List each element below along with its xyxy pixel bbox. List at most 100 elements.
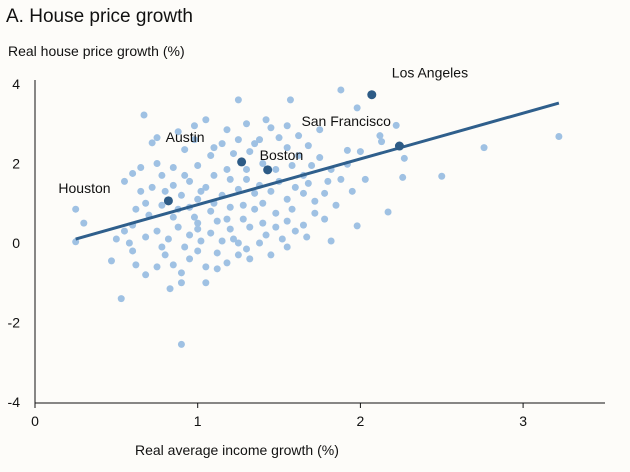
data-point (161, 187, 169, 195)
data-point (243, 245, 251, 253)
data-point (337, 86, 345, 94)
data-point (288, 205, 296, 213)
data-point (164, 235, 172, 243)
data-point (223, 165, 231, 173)
data-point (72, 205, 80, 213)
data-point (210, 171, 218, 179)
point-label: Boston (260, 147, 304, 163)
data-point (112, 235, 120, 243)
data-point (251, 205, 259, 213)
data-point (158, 201, 166, 209)
data-point (202, 279, 210, 287)
data-point (153, 160, 161, 167)
data-point (337, 175, 345, 183)
data-point (376, 132, 384, 140)
point-label: Austin (166, 129, 205, 145)
data-point (283, 217, 291, 225)
data-point (202, 263, 210, 271)
data-point (480, 144, 488, 152)
data-point (158, 243, 166, 251)
data-point (259, 219, 267, 227)
data-point (234, 239, 242, 247)
data-point (316, 154, 324, 162)
data-point (202, 183, 210, 191)
data-point (218, 140, 226, 148)
data-point (132, 205, 140, 213)
data-point (399, 173, 407, 181)
data-point (243, 120, 251, 128)
data-point (169, 181, 177, 189)
data-point (295, 132, 303, 140)
data-point (267, 251, 275, 259)
data-point (234, 251, 242, 259)
y-tick-label: 4 (12, 76, 20, 92)
x-tick-label: 2 (357, 413, 365, 429)
data-point (267, 124, 275, 132)
data-point (243, 175, 251, 183)
y-axis-label: Real house price growth (%) (8, 43, 185, 59)
y-tick-label: 2 (12, 156, 20, 172)
data-point (299, 221, 307, 229)
x-tick-label: 0 (31, 413, 39, 429)
data-point (137, 163, 145, 171)
data-point (186, 231, 194, 239)
data-point (299, 189, 307, 197)
data-point (129, 247, 137, 255)
chart-title: A. House price growth (6, 6, 193, 27)
data-point (283, 144, 291, 152)
data-point (262, 231, 270, 239)
data-point (177, 191, 185, 199)
data-point (129, 169, 137, 177)
data-point (243, 165, 251, 173)
data-point (120, 227, 128, 235)
data-point (132, 261, 140, 269)
data-point (348, 187, 356, 195)
data-point (321, 189, 329, 197)
data-point (295, 152, 303, 160)
data-point (194, 225, 202, 233)
data-point (181, 243, 189, 251)
data-point (210, 144, 218, 152)
data-point (223, 215, 231, 223)
x-tick-label: 1 (194, 413, 202, 429)
data-point (120, 177, 128, 185)
data-point (161, 251, 169, 259)
data-point (234, 96, 242, 104)
data-point (229, 150, 237, 158)
y-tick-label: -4 (8, 394, 21, 410)
highlighted-point (367, 90, 377, 100)
data-point (207, 152, 215, 160)
data-point (107, 257, 115, 265)
data-point (226, 175, 234, 183)
data-point (125, 239, 133, 247)
data-point (251, 189, 259, 197)
data-point (213, 249, 221, 257)
data-point (259, 160, 267, 167)
x-axis-label: Real average income growth (%) (135, 442, 339, 458)
data-point (356, 148, 364, 156)
highlighted-point (263, 165, 273, 175)
data-point (259, 199, 267, 207)
data-point (223, 259, 231, 267)
data-point (226, 203, 234, 211)
data-point (303, 233, 311, 241)
data-point (353, 104, 361, 112)
data-point (207, 207, 215, 215)
data-point (177, 279, 185, 287)
data-point (378, 138, 386, 146)
data-point (177, 340, 185, 348)
data-point (239, 215, 247, 223)
data-point (267, 187, 275, 195)
data-point (311, 209, 319, 217)
data-point (207, 229, 215, 237)
highlighted-point (237, 157, 247, 167)
point-label: Los Angeles (392, 65, 468, 81)
data-point (218, 237, 226, 245)
data-point (194, 161, 202, 169)
data-point (190, 122, 198, 130)
data-point (311, 197, 319, 205)
data-point (226, 225, 234, 233)
data-point (140, 111, 148, 119)
y-tick-label: -2 (8, 315, 21, 331)
